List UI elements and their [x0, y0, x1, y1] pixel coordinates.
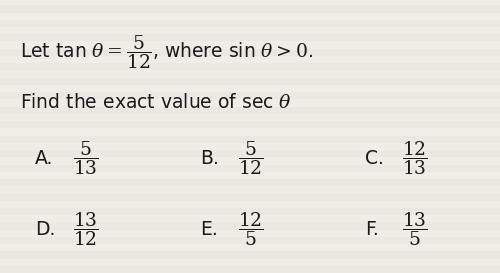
Bar — [0, 20, 500, 27]
Text: A.: A. — [35, 149, 54, 168]
Bar — [0, 136, 500, 143]
Text: Find the exact value of sec $\theta$: Find the exact value of sec $\theta$ — [20, 93, 292, 112]
Text: D.: D. — [35, 220, 56, 239]
Bar — [0, 237, 500, 244]
Text: $\dfrac{5}{13}$: $\dfrac{5}{13}$ — [72, 140, 99, 177]
Text: Let tan $\theta = \dfrac{5}{12}$, where sin $\theta > 0$.: Let tan $\theta = \dfrac{5}{12}$, where … — [20, 33, 313, 71]
Bar — [0, 266, 500, 273]
Text: C.: C. — [365, 149, 384, 168]
Text: B.: B. — [200, 149, 219, 168]
Text: $\dfrac{5}{12}$: $\dfrac{5}{12}$ — [238, 140, 264, 177]
Bar — [0, 251, 500, 259]
Bar — [0, 150, 500, 157]
Text: E.: E. — [200, 220, 218, 239]
Bar — [0, 34, 500, 41]
Bar — [0, 165, 500, 172]
Bar — [0, 222, 500, 230]
Bar — [0, 208, 500, 215]
Bar — [0, 63, 500, 70]
Bar — [0, 107, 500, 114]
Bar — [0, 5, 500, 13]
Bar — [0, 179, 500, 186]
Text: $\dfrac{12}{13}$: $\dfrac{12}{13}$ — [402, 140, 428, 177]
Text: $\dfrac{13}{12}$: $\dfrac{13}{12}$ — [72, 210, 99, 248]
Text: F.: F. — [365, 220, 379, 239]
Text: $\dfrac{12}{5}$: $\dfrac{12}{5}$ — [238, 210, 264, 248]
Bar — [0, 121, 500, 128]
Bar — [0, 92, 500, 99]
Bar — [0, 78, 500, 85]
Text: $\dfrac{13}{5}$: $\dfrac{13}{5}$ — [402, 210, 428, 248]
Bar — [0, 194, 500, 201]
Bar — [0, 49, 500, 56]
